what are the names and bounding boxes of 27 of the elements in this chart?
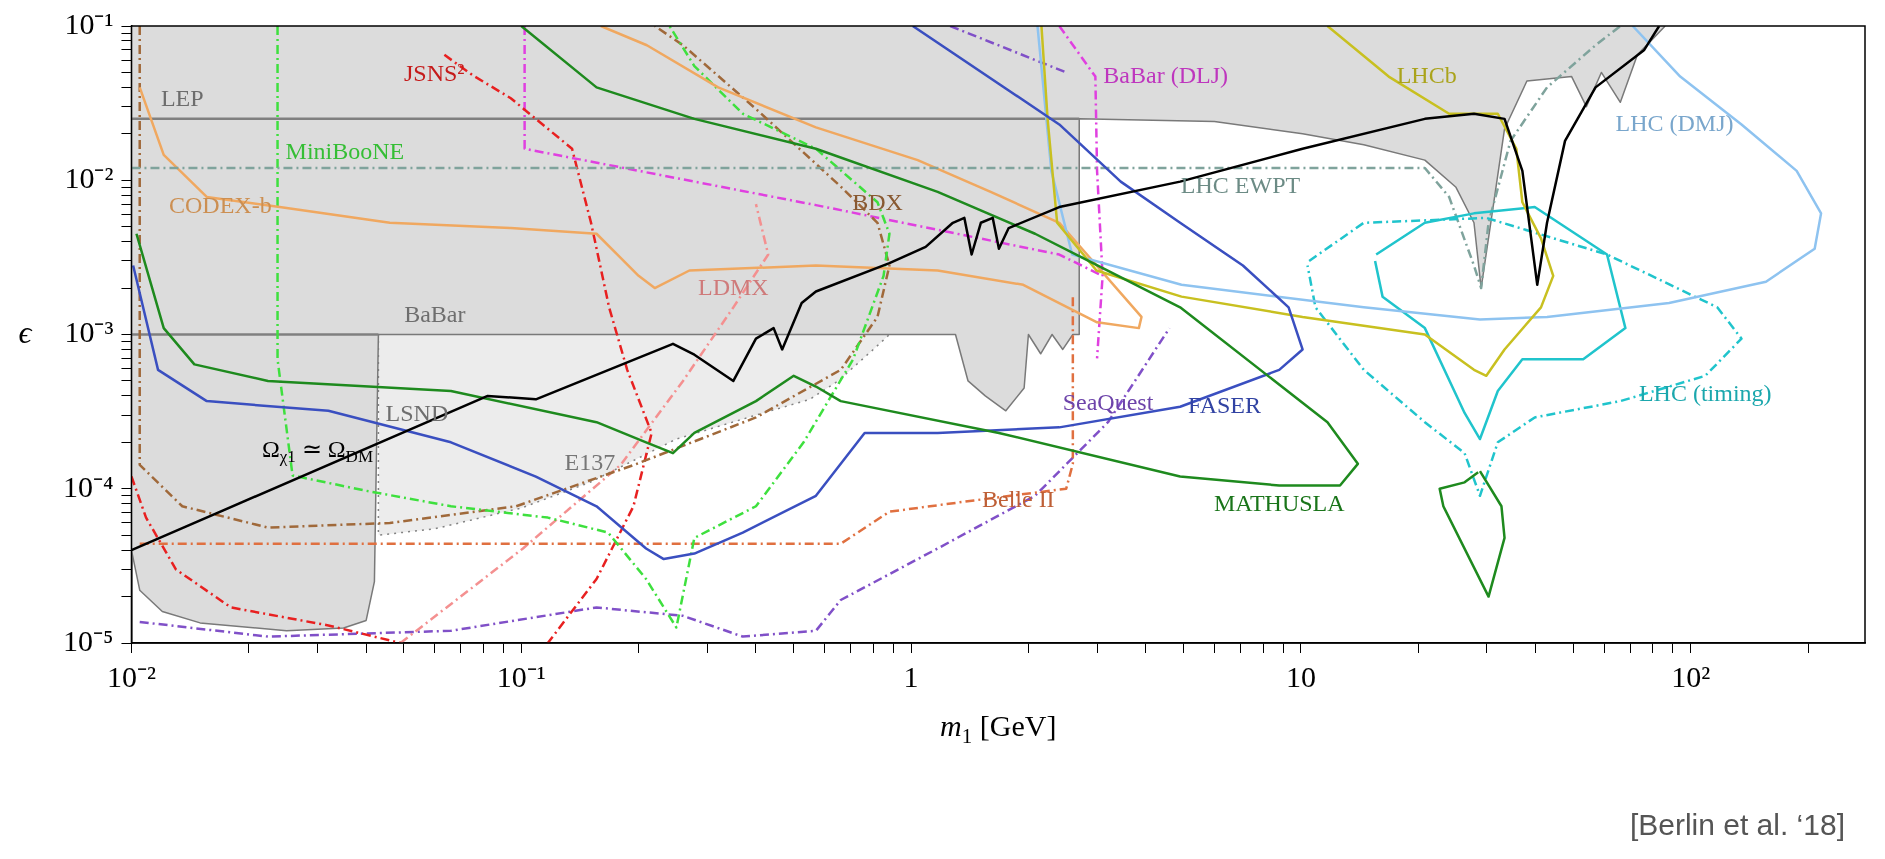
annotation: LHCb xyxy=(1396,61,1457,88)
y-tick-label: 10⁻¹ xyxy=(64,6,114,40)
y-tick-label: 10⁻³ xyxy=(64,315,114,349)
text: [Berlin et al. ‘18] xyxy=(1629,808,1845,842)
x-tick-label: 10⁻¹ xyxy=(496,659,546,693)
annotation: MiniBooNE xyxy=(285,138,405,165)
annotation: BaBar xyxy=(404,300,466,327)
annotation: MATHUSLA xyxy=(1213,489,1346,516)
x-tick-label: 10 xyxy=(1285,659,1316,693)
y-tick-label: 10⁻⁴ xyxy=(62,469,114,503)
annotation: BaBar (DLJ) xyxy=(1103,61,1228,88)
annotation: FASER xyxy=(1188,392,1262,419)
x-tick-label: 10⁻² xyxy=(106,659,156,693)
annotation: LHC (timing) xyxy=(1638,380,1772,407)
annotation: LDMX xyxy=(698,273,769,300)
y-axis-title: ϵ xyxy=(18,313,33,350)
annotation: LSND xyxy=(385,400,449,427)
annotation: CODEX-b xyxy=(169,192,272,219)
y-tick-label: 10⁻² xyxy=(64,161,114,195)
x-tick-label: 10² xyxy=(1671,659,1711,693)
annotation: JSNS² xyxy=(404,60,465,87)
annotation: LHC (DMJ) xyxy=(1615,109,1734,136)
annotation: LHC EWPT xyxy=(1180,172,1301,199)
y-tick-label: 10⁻⁵ xyxy=(62,623,114,657)
annotation: LEP xyxy=(160,85,204,112)
annotation: E137 xyxy=(564,448,616,475)
x-tick-label: 1 xyxy=(903,659,919,693)
